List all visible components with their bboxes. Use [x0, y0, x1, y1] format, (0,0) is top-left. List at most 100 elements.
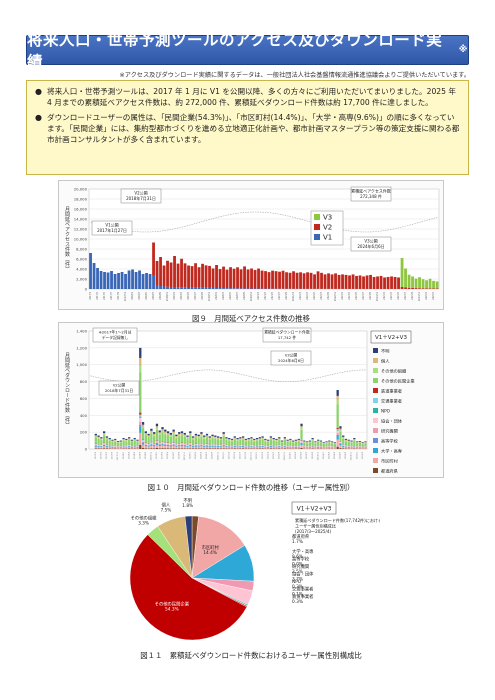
bar-segment [103, 445, 106, 447]
bar-segment [336, 436, 339, 440]
bar-segment [292, 442, 295, 446]
bar-segment [119, 447, 122, 449]
bar-segment [191, 439, 195, 445]
bar-segment [150, 433, 153, 442]
x-tick-label: 2020/7 [236, 291, 239, 299]
bar-segment [219, 439, 223, 441]
bar-segment [189, 445, 192, 447]
bar-segment [328, 447, 331, 448]
x-tick-label: 2024/1 [383, 291, 386, 299]
bar-segment [158, 446, 161, 449]
bar-segment [128, 437, 131, 439]
legend-label: 大学・高専 [381, 448, 402, 455]
x-tick-label: 2024/3 [390, 291, 393, 299]
bar-segment [305, 441, 309, 443]
bar-segment [344, 440, 348, 442]
x-tick-label: 2018/11 [166, 291, 169, 301]
bar-v2 [232, 268, 236, 289]
bar-segment [283, 437, 286, 439]
bar-segment [305, 443, 309, 447]
bar-segment [128, 446, 131, 448]
bar-segment [166, 444, 170, 445]
bar-segment [253, 446, 256, 448]
bar-segment [200, 448, 203, 449]
bar-segment [233, 439, 236, 445]
bar-segment [286, 441, 289, 446]
bar-v2 [281, 270, 285, 289]
bar-segment [211, 437, 214, 439]
bar-v1 [173, 287, 176, 289]
bar-v2 [369, 274, 372, 289]
x-tick-label: 2020/1 [189, 451, 191, 459]
bar-segment [103, 431, 106, 434]
bar-segment [178, 445, 181, 447]
x-tick-label: 2023/11 [376, 291, 379, 301]
bar-segment [342, 448, 345, 449]
bar-segment [203, 437, 206, 439]
bar-segment [297, 447, 300, 449]
bar-segment [322, 443, 325, 447]
bar-segment [166, 431, 170, 434]
bar-segment [358, 441, 362, 443]
bar-v1 [243, 288, 246, 289]
bar-segment [183, 435, 186, 437]
x-tick-label: 2025/1 [425, 291, 428, 299]
bar-v2 [183, 263, 187, 288]
pie-label: 都道府県 [292, 533, 310, 540]
x-tick-label: 2020/5 [201, 451, 203, 459]
bar-segment [144, 433, 147, 435]
bar-segment [111, 440, 114, 442]
bar-segment [258, 447, 261, 449]
bar-segment [164, 442, 167, 444]
bar-segment [186, 448, 189, 449]
bar-segment [150, 443, 153, 445]
bar-segment [191, 445, 195, 446]
bar-segment [336, 400, 339, 405]
bar-segment [364, 441, 367, 443]
bar-segment [214, 448, 217, 449]
cumulative-access-note-box [350, 186, 392, 202]
bar-segment [328, 441, 331, 443]
bar-segment [172, 445, 175, 449]
v2-release-note: V2公開 [113, 383, 126, 388]
bar-v2 [215, 265, 218, 288]
bar-segment [105, 446, 109, 447]
bar-segment [211, 436, 214, 438]
bar-segment [147, 446, 150, 449]
bar-v2 [239, 269, 243, 289]
bar-v2 [271, 270, 274, 289]
bar-segment [147, 444, 150, 445]
bar-segment [197, 445, 200, 447]
bar-v2 [190, 266, 194, 288]
pie-label: 大学・高専 [292, 548, 314, 555]
x-tick-label: 2020/7 [206, 451, 208, 459]
bar-segment [161, 443, 164, 444]
bar-segment [200, 435, 203, 437]
bar-segment [100, 439, 103, 441]
bar-segment [275, 440, 278, 442]
bar-segment [141, 424, 145, 427]
bar-segment [267, 441, 270, 446]
bar-segment [105, 446, 109, 449]
bar-segment [200, 433, 203, 436]
x-tick-label: 2019/1 [173, 291, 176, 299]
legend-label: その他の組織 [381, 368, 407, 375]
access-chart-svg: 0 2,000 4,000 6,000 8,000 10,000 12,000 14,000 1… [64, 186, 440, 301]
x-tick-label: 2022/1 [256, 451, 258, 459]
bar-v2 [348, 275, 351, 289]
bar-v1 [159, 286, 162, 289]
bar-segment [230, 440, 234, 442]
pie-center-note: 累積延べダウンロード件数(17,742件)における [295, 517, 380, 523]
bar-v3 [428, 278, 432, 289]
bar-segment [172, 443, 175, 445]
bar-v2 [414, 288, 418, 289]
bar-segment [141, 440, 145, 442]
bar-segment [319, 442, 323, 443]
bar-segment [144, 445, 147, 447]
legend-swatch [314, 234, 320, 240]
bar-segment [166, 435, 170, 443]
bar-segment [216, 439, 220, 445]
bar-segment [161, 429, 164, 432]
title-note-mark: ※ [458, 45, 468, 55]
bar-segment [155, 428, 159, 430]
